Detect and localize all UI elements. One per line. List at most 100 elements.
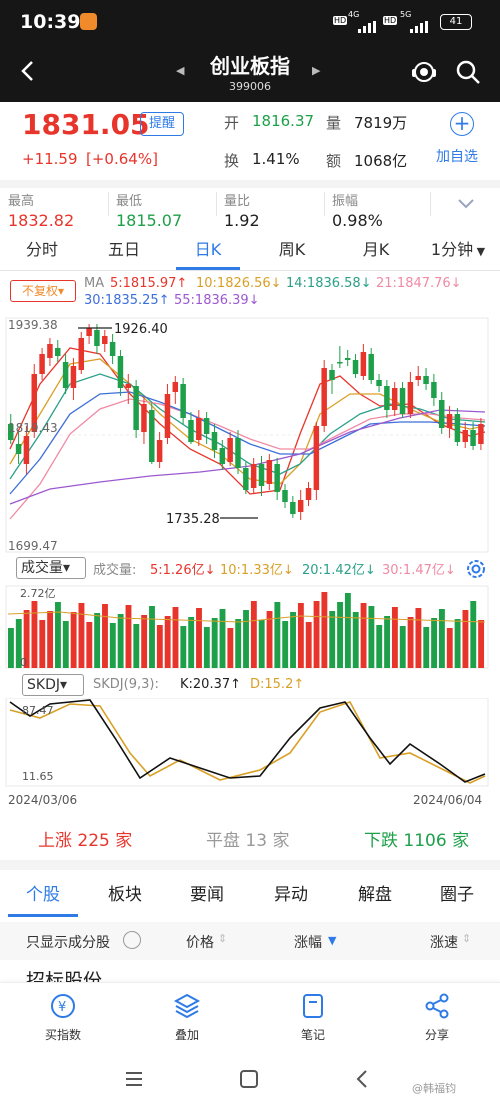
index-code: 399006	[229, 80, 271, 93]
volume-bar	[446, 628, 453, 668]
candle	[282, 490, 288, 502]
low-value: 1815.07	[116, 211, 183, 230]
open-value: 1816.37	[252, 112, 315, 130]
volume-y-max: 2.72亿	[20, 587, 56, 600]
ma10-value: 10:1826.56↓	[196, 276, 282, 291]
col-speed[interactable]: 涨速	[430, 935, 458, 951]
back-icon[interactable]	[14, 56, 42, 86]
coin-icon: ¥	[51, 994, 75, 1018]
candle	[478, 424, 484, 444]
search-icon[interactable]	[454, 58, 482, 86]
overlay-label: 叠加	[174, 1028, 199, 1042]
candle	[62, 362, 69, 388]
candle	[211, 432, 218, 450]
prev-index-icon[interactable]: ◀	[176, 64, 185, 77]
vol-ma30: 30:1.47亿↓	[382, 563, 456, 578]
candle	[423, 376, 429, 384]
tab-movements[interactable]: 异动	[274, 885, 308, 905]
share-button[interactable]: 分享	[402, 992, 472, 1043]
tab-five-day[interactable]: 五日	[107, 240, 140, 259]
volume-bar	[219, 609, 226, 668]
candle	[438, 400, 445, 428]
tab-analysis[interactable]: 解盘	[358, 885, 392, 905]
sort-icon-price[interactable]: ⇕	[218, 932, 228, 945]
skdj-y-min: 11.65	[22, 770, 54, 783]
volume-bar	[344, 593, 351, 668]
volume-ma-line	[7, 611, 486, 623]
tab-circle[interactable]: 圈子	[440, 885, 474, 905]
volume-bar	[62, 621, 69, 668]
buy-index-button[interactable]: ¥ 买指数	[28, 992, 98, 1043]
volume-bar	[211, 618, 218, 668]
remind-button[interactable]: 提醒	[140, 112, 184, 136]
candle	[31, 374, 37, 432]
market-breadth: 上涨 225 家 平盘 13 家 下跌 1106 家	[0, 814, 500, 858]
tab-daily-k[interactable]: 日K	[176, 236, 240, 270]
notes-label: 笔记	[300, 1028, 325, 1042]
price-change: +11.59	[22, 150, 78, 168]
tab-1-minute[interactable]: 1分钟 ▼	[428, 236, 488, 270]
add-favorite-icon[interactable]: +	[450, 112, 474, 136]
candle	[337, 362, 343, 364]
watermark: @韩福钧	[412, 1082, 456, 1095]
vol-ma20: 20:1.42亿↓	[302, 563, 376, 578]
overlay-button[interactable]: 叠加	[152, 992, 222, 1043]
volume-bar	[470, 601, 477, 668]
volume-indicator-selector[interactable]: 成交量▾	[16, 557, 86, 579]
sort-icon-speed[interactable]: ⇕	[462, 932, 472, 945]
volume-bar	[141, 615, 148, 668]
candle	[15, 444, 22, 454]
skdj-chart[interactable]: 87.47 11.65 2024/03/06 2024/06/04	[0, 698, 500, 810]
next-index-icon[interactable]: ▶	[312, 64, 321, 77]
add-favorite-button[interactable]: 加自选	[436, 149, 478, 165]
open-label: 开	[224, 114, 240, 132]
menu-icon[interactable]	[124, 1070, 144, 1088]
candle	[196, 418, 202, 440]
signal-icon-2	[400, 18, 430, 33]
col-price[interactable]: 价格	[186, 935, 214, 951]
candle	[431, 382, 437, 398]
volume-bar	[266, 611, 273, 668]
volume-bar	[368, 606, 375, 668]
tab-news[interactable]: 要闻	[190, 885, 224, 905]
expand-chevron-icon[interactable]	[456, 196, 476, 210]
up-count: 上涨 225 家	[38, 831, 133, 851]
skdj-y-max: 87.47	[22, 704, 54, 717]
tab-stocks[interactable]: 个股	[26, 885, 60, 905]
home-icon[interactable]	[240, 1070, 258, 1088]
filter-radio[interactable]	[123, 931, 141, 949]
down-count: 下跌 1106 家	[364, 831, 470, 851]
ma-line-1	[9, 358, 486, 485]
volume-bar	[227, 628, 234, 668]
col-change[interactable]: 涨幅	[294, 935, 322, 951]
candle	[344, 358, 351, 360]
tab-weekly-k[interactable]: 周K	[278, 240, 306, 259]
candle	[470, 430, 476, 446]
adjust-selector[interactable]: 不复权▾	[10, 280, 76, 302]
candle	[47, 344, 53, 358]
ma5-value: 5:1815.97↑	[110, 276, 188, 291]
tab-monthly-k[interactable]: 月K	[362, 240, 390, 259]
volume-bar	[109, 623, 116, 668]
sort-desc-icon[interactable]: ▼	[328, 934, 337, 947]
candle	[227, 438, 233, 462]
skdj-indicator-selector[interactable]: SKDJ▾	[22, 674, 84, 696]
candle	[203, 418, 210, 434]
settings-gear-icon[interactable]	[464, 557, 488, 581]
layers-icon	[173, 993, 201, 1019]
tab-sectors[interactable]: 板块	[108, 885, 142, 905]
candle	[117, 356, 124, 388]
volume-bar	[258, 620, 265, 668]
volume-chart[interactable]: 2.72亿 0	[0, 584, 500, 670]
back-nav-icon[interactable]	[354, 1068, 370, 1090]
list-header: 只显示成分股 价格 ⇕ 涨幅 ▼ 涨速 ⇕	[0, 922, 500, 960]
volume-bar	[102, 604, 108, 668]
notes-button[interactable]: 笔记	[278, 992, 348, 1043]
kline-chart[interactable]: 1939.38 1819.43 1699.47 1926.40 1735.28	[0, 314, 500, 554]
signal-icon	[348, 18, 378, 33]
volume-bar	[384, 616, 391, 668]
candle	[368, 354, 374, 380]
tab-timeshare[interactable]: 分时	[25, 240, 58, 259]
candle	[109, 342, 116, 356]
customer-service-icon[interactable]	[410, 58, 438, 86]
